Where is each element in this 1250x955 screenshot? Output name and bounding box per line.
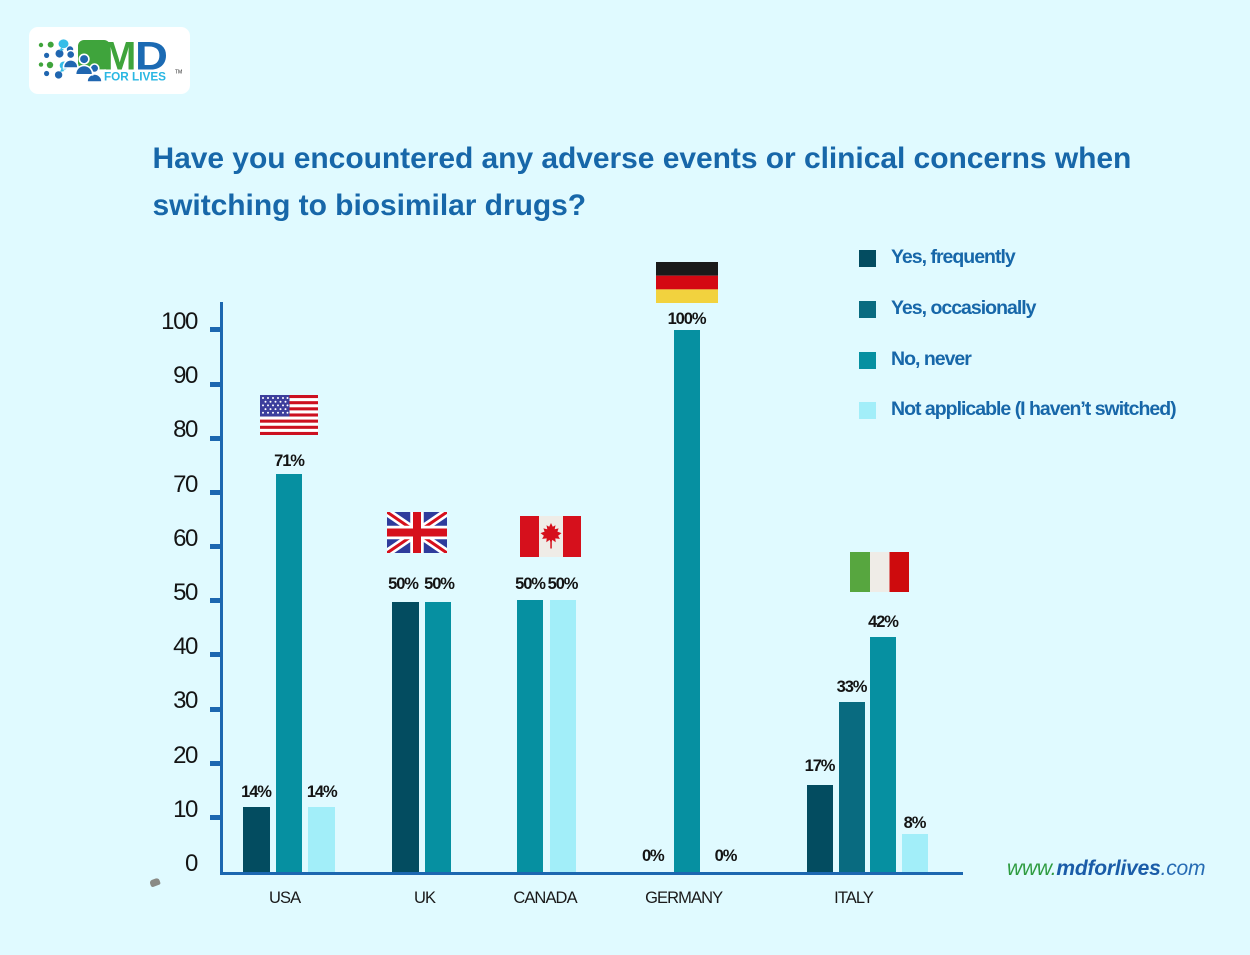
svg-text:TM: TM (175, 70, 182, 76)
svg-text:FOR LIVES: FOR LIVES (104, 70, 166, 84)
svg-text:M: M (103, 34, 136, 78)
svg-text:D: D (135, 34, 168, 79)
